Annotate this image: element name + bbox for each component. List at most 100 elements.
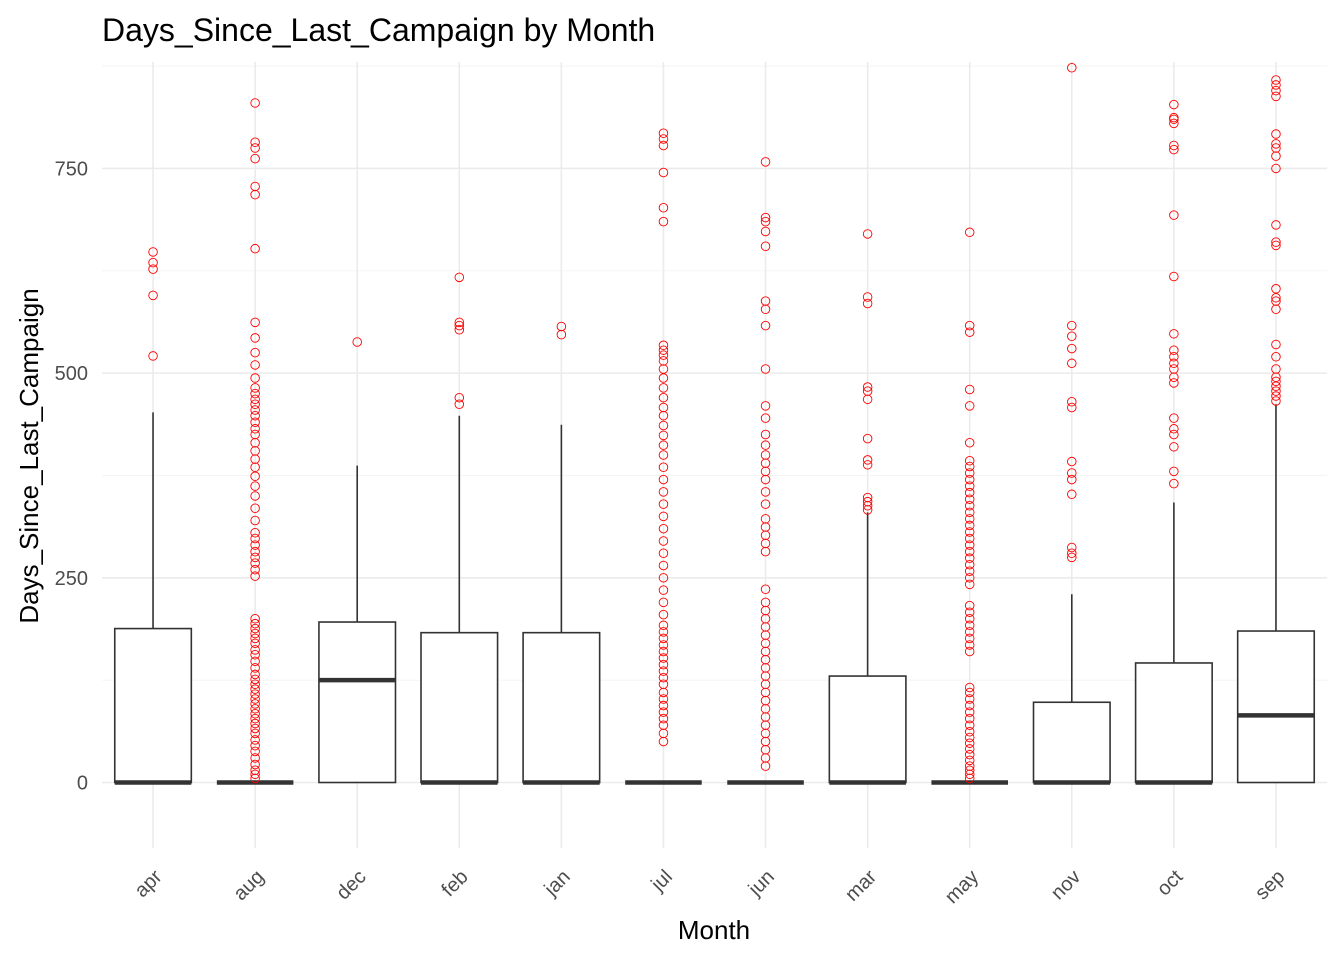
outlier-point [250, 515, 260, 526]
outlier-point [1169, 99, 1179, 110]
x-tick-label: mar [841, 866, 881, 906]
outlier-point [658, 585, 669, 595]
outlier-point [1169, 424, 1179, 434]
outlier-point [964, 640, 975, 650]
outlier-point [1169, 118, 1179, 129]
box-iqr [1134, 662, 1213, 784]
box-apr [113, 247, 193, 785]
outlier-point [658, 679, 669, 690]
outlier-point [760, 226, 771, 237]
outlier-point [1271, 352, 1281, 362]
outlier-point [964, 501, 975, 511]
outlier-point [658, 420, 669, 431]
outlier-point [1271, 339, 1281, 350]
outlier-point [250, 689, 260, 699]
x-tick-label: may [941, 866, 983, 908]
outlier-point [964, 455, 975, 466]
outlier-point [250, 243, 260, 254]
outlier-point [250, 656, 260, 667]
outlier-point [250, 623, 260, 634]
outlier-point [862, 460, 873, 470]
outlier-point [250, 564, 260, 575]
outlier-point [862, 455, 873, 465]
outlier-point [250, 373, 260, 383]
outlier-point [1169, 144, 1179, 155]
outlier-point [1169, 358, 1179, 369]
box-iqr [113, 627, 193, 784]
outlier-point [250, 424, 260, 434]
outlier-point [250, 388, 260, 399]
outlier-point [964, 646, 975, 657]
box-aug [216, 98, 294, 785]
outlier-point [658, 202, 669, 213]
outlier-point [250, 684, 260, 694]
outlier-point [658, 694, 669, 704]
outlier-point [964, 755, 975, 766]
outlier-point [964, 761, 975, 771]
outlier-point [964, 627, 975, 637]
outlier-point [1271, 143, 1281, 153]
outlier-point [1067, 402, 1077, 413]
outlier-point [658, 216, 669, 227]
outlier-point [964, 738, 975, 748]
outlier-point [964, 573, 975, 583]
box-iqr [420, 631, 499, 784]
outlier-point [1271, 91, 1281, 102]
outlier-point [1271, 240, 1281, 251]
outlier-point [250, 694, 260, 704]
outlier-point [964, 614, 975, 624]
outlier-point [250, 347, 260, 358]
outlier-point [250, 429, 260, 440]
outlier-point [964, 744, 975, 754]
outlier-point [862, 386, 873, 396]
outlier-point [658, 440, 669, 450]
outlier-point [1271, 391, 1281, 401]
outlier-point [658, 487, 669, 497]
outlier-point [1271, 163, 1281, 174]
outlier-point [1169, 112, 1179, 123]
outlier-point [658, 402, 669, 413]
outlier-point [658, 383, 669, 393]
outlier-point [250, 383, 260, 393]
outlier-point [658, 462, 669, 473]
outlier-point [760, 429, 771, 440]
outlier-point [760, 401, 771, 411]
outlier-point [250, 571, 260, 581]
outlier-point [250, 718, 260, 729]
outlier-point [760, 364, 771, 374]
y-axis-title: Days_Since_Last_Campaign [14, 288, 44, 623]
x-tick-label: nov [1047, 866, 1085, 904]
outlier-point [1169, 352, 1179, 362]
outlier-point [964, 732, 975, 743]
outlier-point [250, 394, 260, 405]
outlier-point [250, 618, 260, 629]
outlier-point [1169, 140, 1179, 151]
outlier-point [658, 167, 669, 178]
outlier-point [760, 320, 771, 331]
outlier-point [760, 584, 771, 595]
outlier-point [964, 327, 975, 337]
x-tick-label: apr [130, 866, 166, 902]
outlier-point [1067, 62, 1077, 73]
outlier-point [1271, 284, 1281, 294]
outlier-point [964, 401, 975, 411]
box-jul [625, 128, 702, 785]
outlier-point [250, 759, 260, 770]
outlier-point [454, 392, 465, 403]
y-tick-label: 750 [55, 158, 88, 180]
outlier-point [760, 413, 771, 423]
outlier-point [148, 257, 158, 268]
outlier-point [250, 728, 260, 739]
outlier-point [658, 659, 669, 670]
outlier-point [250, 723, 260, 734]
box-iqr [828, 675, 907, 784]
outlier-point [250, 746, 260, 757]
outlier-point [760, 514, 771, 524]
outlier-point [250, 491, 260, 501]
outlier-point [964, 507, 975, 518]
x-tick-label: jan [540, 866, 575, 901]
outlier-point [658, 646, 669, 657]
outlier-point [1067, 331, 1077, 342]
outlier-point [862, 496, 873, 507]
